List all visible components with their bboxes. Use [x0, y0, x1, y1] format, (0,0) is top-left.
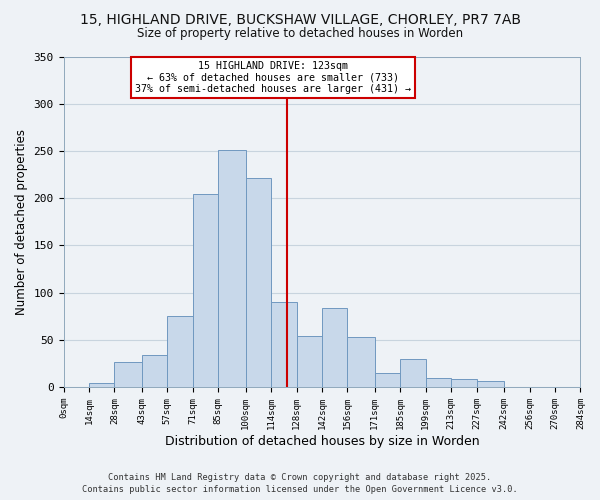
Bar — [296, 336, 322, 387]
Bar — [375, 373, 400, 387]
Bar — [245, 178, 271, 387]
Text: Contains HM Land Registry data © Crown copyright and database right 2025.
Contai: Contains HM Land Registry data © Crown c… — [82, 472, 518, 494]
Text: 15, HIGHLAND DRIVE, BUCKSHAW VILLAGE, CHORLEY, PR7 7AB: 15, HIGHLAND DRIVE, BUCKSHAW VILLAGE, CH… — [79, 12, 521, 26]
Bar — [451, 380, 477, 387]
Bar — [347, 337, 375, 387]
Bar — [193, 194, 218, 387]
Bar — [89, 383, 115, 387]
Bar — [218, 150, 245, 387]
Bar — [142, 355, 167, 387]
X-axis label: Distribution of detached houses by size in Worden: Distribution of detached houses by size … — [165, 434, 479, 448]
Bar — [400, 358, 426, 387]
Bar — [322, 308, 347, 387]
Bar — [271, 302, 296, 387]
Text: Size of property relative to detached houses in Worden: Size of property relative to detached ho… — [137, 28, 463, 40]
Y-axis label: Number of detached properties: Number of detached properties — [15, 128, 28, 314]
Text: 15 HIGHLAND DRIVE: 123sqm
← 63% of detached houses are smaller (733)
37% of semi: 15 HIGHLAND DRIVE: 123sqm ← 63% of detac… — [135, 61, 411, 94]
Bar — [477, 382, 504, 387]
Bar — [167, 316, 193, 387]
Bar — [115, 362, 142, 387]
Bar — [426, 378, 451, 387]
